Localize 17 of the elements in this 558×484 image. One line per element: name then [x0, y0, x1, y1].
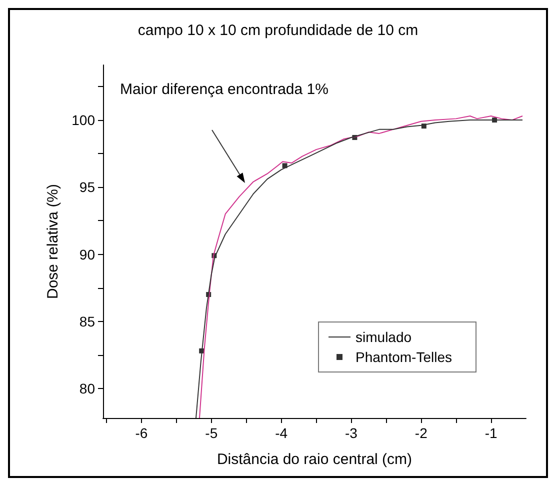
y-tick-label: 80: [79, 380, 96, 396]
x-tick-label: -4: [275, 425, 288, 441]
x-tick-label: -3: [344, 425, 358, 441]
x-tick-label: -2: [414, 425, 428, 441]
legend-label: Phantom-Telles: [356, 349, 452, 365]
y-tick-label: 90: [79, 246, 96, 262]
legend-label: simulado: [356, 329, 412, 345]
y-tick-label: 100: [72, 112, 96, 128]
y-axis-title: Dose relativa (%): [44, 184, 62, 300]
x-tick-label: -6: [135, 425, 148, 441]
y-tick-label: 95: [79, 179, 96, 196]
x-axis-title: Distância do raio central (cm): [216, 451, 412, 468]
annotation: Maior diferença encontrada 1%: [120, 81, 328, 98]
x-tick-label: -1: [484, 425, 498, 441]
chart-title: campo 10 x 10 cm profundidade de 10 cm: [138, 22, 418, 39]
x-tick-label: -5: [205, 425, 218, 441]
y-tick-label: 85: [79, 313, 96, 330]
